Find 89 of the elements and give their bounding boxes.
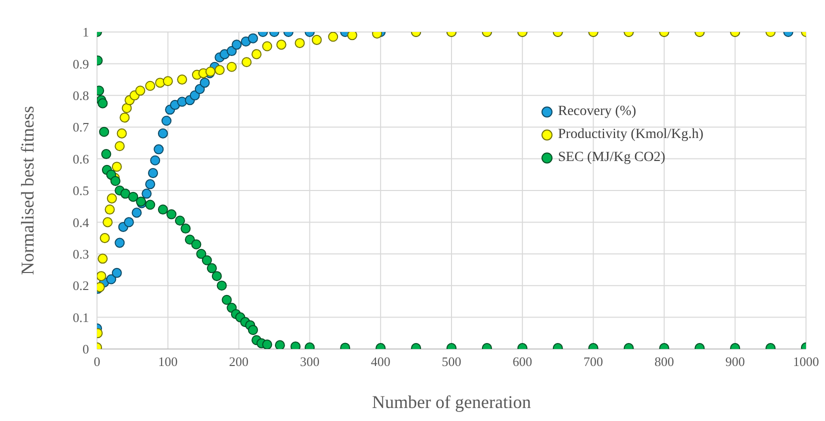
y-tick-label: 0.9 [72,56,89,72]
point [106,193,117,204]
x-tick-label: 400 [370,354,390,370]
point [222,294,232,305]
point [97,271,106,282]
x-axis-title: Number of generation [372,392,531,412]
point [196,248,206,259]
point [248,33,258,44]
y-tick-label: 0.7 [72,120,90,135]
point [145,200,156,210]
point [194,84,205,94]
x-tick-label: 700 [584,354,604,370]
point [112,162,122,172]
point [150,155,160,166]
point [100,233,110,244]
point [174,216,185,226]
point [145,179,156,190]
point [290,341,301,349]
point [114,238,125,248]
y-tick-label: 0.1 [72,310,89,325]
point [104,204,115,215]
point [262,340,272,349]
point [116,128,127,138]
point [200,78,210,88]
point [122,103,132,114]
point [106,274,116,284]
y-tick-label: 0.3 [72,246,89,262]
point [161,116,172,126]
point [177,74,188,85]
point [120,188,130,199]
point [294,38,305,48]
y-tick-label: 0.2 [72,278,89,294]
point [191,239,202,250]
y-tick-label: 0 [82,342,89,357]
point [166,209,176,220]
point [148,168,158,178]
x-tick-label: 200 [229,354,249,370]
point [274,340,285,349]
y-tick-label: 0.4 [72,214,90,230]
point [158,128,168,138]
point [145,80,156,91]
point [102,217,113,228]
point [262,41,272,52]
point [252,49,262,60]
point [98,254,108,264]
legend-label: Productivity (Kmol/Kg.h) [558,126,704,144]
point [112,268,122,278]
point [101,149,112,160]
point [216,280,227,291]
x-tick-label: 100 [158,354,178,370]
x-tick-label: 300 [300,354,320,370]
point [214,65,225,76]
point [242,57,252,68]
y-axis-title: Normalised best fitness [17,106,38,275]
y-tick-label: 0.6 [72,151,90,166]
point [142,188,152,199]
point [114,141,125,152]
point [154,144,164,154]
point [135,86,146,96]
point [248,324,258,335]
point [328,32,338,42]
point [128,192,138,202]
point [180,224,191,234]
x-tick-label: 900 [725,354,745,370]
point [347,32,358,40]
y-tick-label: 1 [82,24,89,40]
point [120,112,130,123]
point [202,255,212,266]
x-tick-label: 0 [94,354,100,370]
point [312,34,322,45]
point [99,126,110,137]
x-tick-label: 800 [654,354,674,370]
legend-label: Recovery (%) [558,103,636,121]
point [226,62,237,72]
point [206,263,217,274]
point [212,271,222,282]
point [124,217,134,228]
y-tick-label: 0.5 [72,183,89,198]
point [276,40,286,50]
x-tick-label: 500 [442,354,462,370]
point [98,98,108,108]
point [132,208,142,218]
x-tick-label: 600 [512,354,532,370]
point [232,40,242,50]
point [158,204,168,215]
x-tick-label: 1000 [793,354,819,370]
point [162,76,173,86]
legend-label: SEC (MJ/Kg CO2) [558,149,666,167]
y-tick-label: 0.8 [72,88,89,104]
